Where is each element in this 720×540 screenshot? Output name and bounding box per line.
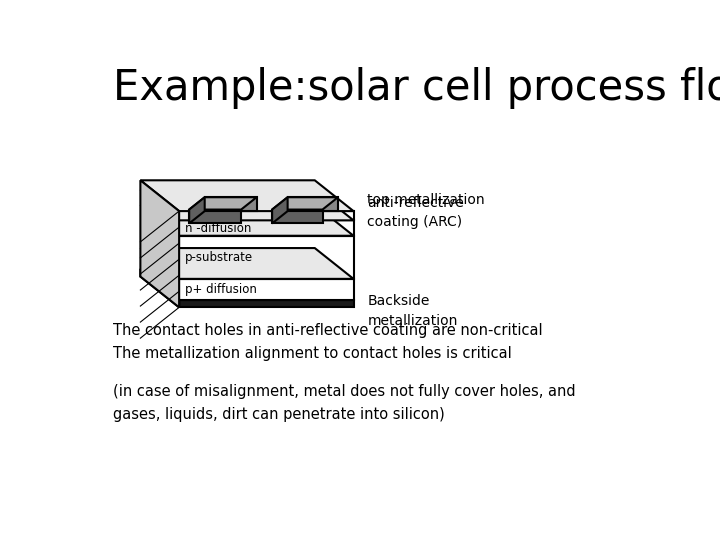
Text: The contact holes in anti-reflective coating are non-critical: The contact holes in anti-reflective coa… [113,323,543,338]
Polygon shape [272,197,287,224]
Polygon shape [179,279,354,300]
Polygon shape [204,197,256,211]
Text: Example:solar cell process flow: Example:solar cell process flow [113,67,720,109]
Polygon shape [179,211,354,220]
Text: Backside
metallization: Backside metallization [367,294,458,328]
Text: (in case of misalignment, metal does not fully cover holes, and
gases, liquids, : (in case of misalignment, metal does not… [113,384,576,422]
Polygon shape [140,269,354,300]
Polygon shape [272,197,338,210]
Polygon shape [140,205,354,236]
Text: anti-reflective
coating (ARC): anti-reflective coating (ARC) [367,196,464,229]
Polygon shape [189,197,204,224]
Text: p+ diffusion: p+ diffusion [185,283,257,296]
Text: n -diffusion: n -diffusion [185,221,252,234]
Polygon shape [140,180,354,211]
Text: top metallization: top metallization [367,193,485,207]
Polygon shape [140,190,354,220]
Polygon shape [140,180,179,307]
Polygon shape [140,269,179,307]
Polygon shape [179,220,354,236]
Polygon shape [189,210,241,224]
Polygon shape [272,210,323,224]
Text: p-substrate: p-substrate [185,251,253,264]
Polygon shape [287,197,338,211]
Polygon shape [179,300,354,307]
Polygon shape [140,248,354,279]
Polygon shape [179,236,354,279]
Text: The metallization alignment to contact holes is critical: The metallization alignment to contact h… [113,346,512,361]
Polygon shape [189,197,256,210]
